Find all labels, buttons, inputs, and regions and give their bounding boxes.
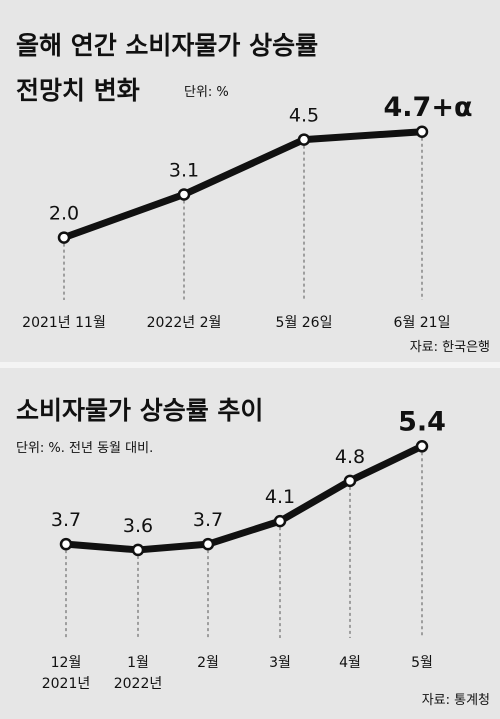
data-point bbox=[177, 188, 191, 201]
panel-divider bbox=[0, 362, 500, 368]
x-tick-label: 2022년 bbox=[114, 676, 163, 692]
x-tick-label: 5월 26일 bbox=[276, 315, 333, 331]
x-tick-label: 4월 bbox=[339, 655, 361, 671]
x-tick-labels: 2021년 11월 2022년 2월 5월 26일 6월 21일 bbox=[22, 315, 450, 331]
value-label: 4.5 bbox=[289, 105, 319, 127]
series-line bbox=[60, 128, 426, 242]
source-note: 자료: 한국은행 bbox=[410, 339, 490, 355]
x-tick-label: 1월 bbox=[127, 655, 149, 671]
trend-chart: 소비자물가 상승률 추이 단위: %. 전년 동월 대비. 3.7 3.6 3.7 4… bbox=[16, 396, 490, 708]
chart-title-line2: 전망치 변화 bbox=[16, 76, 140, 105]
value-label: 3.7 bbox=[193, 509, 223, 531]
chart-title: 소비자물가 상승률 추이 bbox=[16, 396, 263, 425]
series-line bbox=[62, 442, 426, 554]
data-point bbox=[415, 440, 429, 453]
value-label: 3.7 bbox=[51, 509, 81, 531]
chart-title-line1: 올해 연간 소비자물가 상승률 bbox=[16, 31, 318, 60]
unit-label: 단위: % bbox=[184, 85, 229, 100]
data-point bbox=[57, 231, 71, 244]
forecast-chart: 올해 연간 소비자물가 상승률 전망치 변화 단위: % 2.0 3.1 4.5 4.… bbox=[16, 31, 490, 355]
data-point bbox=[273, 514, 287, 528]
value-label: 3.1 bbox=[169, 159, 199, 181]
x-tick-label: 2021년 11월 bbox=[22, 315, 106, 331]
data-point bbox=[297, 133, 311, 146]
data-points bbox=[59, 440, 429, 557]
source-note: 자료: 통계청 bbox=[422, 693, 490, 708]
x-tick-label: 2022년 2월 bbox=[147, 315, 222, 331]
x-tick-label: 2021년 bbox=[42, 676, 91, 692]
trend-panel: 소비자물가 상승률 추이 단위: %. 전년 동월 대비. 3.7 3.6 3.7 4… bbox=[0, 368, 500, 715]
value-label: 3.6 bbox=[123, 515, 153, 537]
value-labels: 3.7 3.6 3.7 4.1 4.8 5.4 bbox=[51, 406, 446, 537]
x-tick-label: 2월 bbox=[197, 655, 219, 671]
data-points bbox=[57, 125, 429, 244]
data-point bbox=[59, 537, 73, 551]
value-label: 4.1 bbox=[265, 486, 295, 508]
data-point bbox=[415, 125, 429, 139]
x-tick-label: 5월 bbox=[411, 655, 433, 671]
data-point bbox=[201, 537, 215, 551]
x-tick-label: 6월 21일 bbox=[394, 315, 451, 331]
value-label: 5.4 bbox=[398, 406, 446, 437]
x-tick-label: 3월 bbox=[269, 655, 291, 671]
data-point bbox=[131, 543, 145, 557]
unit-label: 단위: %. 전년 동월 대비. bbox=[16, 441, 153, 456]
value-label: 4.7+α bbox=[383, 92, 472, 123]
x-tick-label: 12월 bbox=[51, 655, 82, 671]
x-tick-labels: 12월 2021년 1월 2022년 2월 3월 4월 5월 bbox=[42, 655, 433, 692]
data-point bbox=[343, 474, 357, 488]
forecast-panel: 올해 연간 소비자물가 상승률 전망치 변화 단위: % 2.0 3.1 4.5 4.… bbox=[16, 31, 490, 355]
value-label: 2.0 bbox=[49, 203, 79, 225]
value-labels: 2.0 3.1 4.5 4.7+α bbox=[49, 92, 473, 225]
guide-lines bbox=[63, 137, 423, 300]
value-label: 4.8 bbox=[335, 446, 365, 468]
guide-lines bbox=[65, 452, 423, 638]
